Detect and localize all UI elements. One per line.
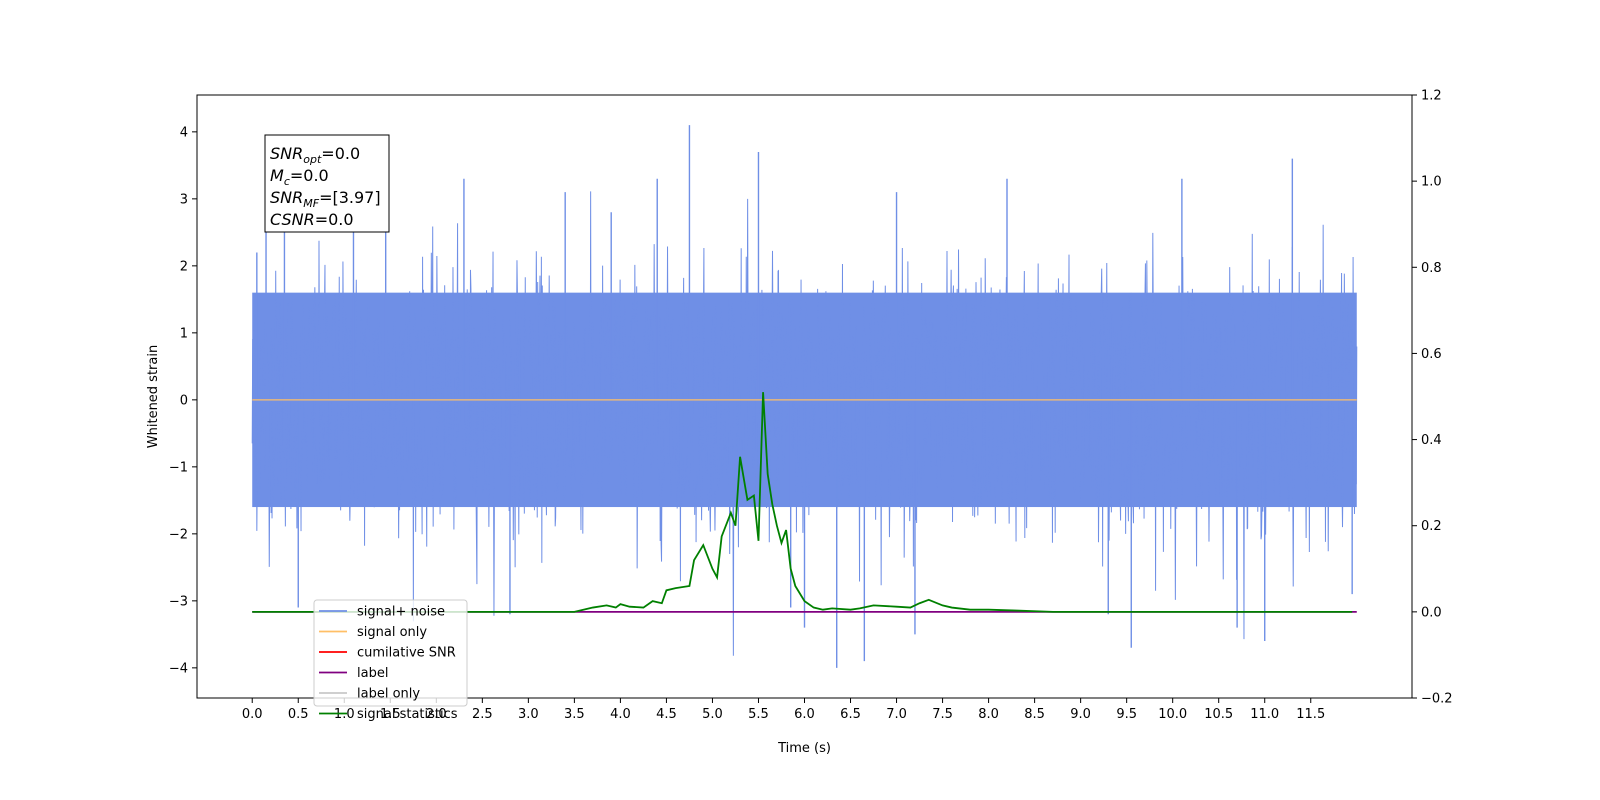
- legend: signal+ noise signal only cumilative SNR la…: [313, 599, 468, 722]
- x-tick-label: 6.5: [840, 707, 861, 722]
- signal-noise-layer: [251, 125, 1358, 668]
- y-tick-label: −4: [169, 661, 188, 676]
- x-tick-label: 7.0: [886, 707, 907, 722]
- y-tick-label: −3: [169, 594, 188, 609]
- annotation-line: Mc=0.0: [270, 166, 329, 188]
- legend-label: label: [357, 666, 388, 681]
- y2-tick-label: 0.2: [1421, 519, 1442, 534]
- x-tick-label: 3.5: [564, 707, 585, 722]
- x-tick-label: 6.0: [794, 707, 815, 722]
- x-tick-label: 5.5: [748, 707, 769, 722]
- y2-tick-label: 1.2: [1421, 89, 1442, 104]
- legend-label: cumilative SNR: [357, 646, 456, 661]
- x-tick-label: 7.5: [932, 707, 953, 722]
- x-tick-label: 1.0: [334, 707, 355, 722]
- x-tick-label: 8.5: [1024, 707, 1045, 722]
- x-tick-label: 10.5: [1204, 707, 1233, 722]
- legend-label: label only: [357, 687, 420, 702]
- x-tick-label: 10.0: [1158, 707, 1187, 722]
- y-tick-label: 3: [180, 192, 188, 207]
- annotation-line: CSNR=0.0: [270, 210, 354, 229]
- x-tick-label: 2.5: [472, 707, 493, 722]
- legend-label: signal+ noise: [357, 605, 445, 620]
- annotation-line: SNRMF=[3.97]: [270, 188, 381, 210]
- x-tick-label: 4.0: [610, 707, 631, 722]
- legend-frame: [313, 599, 468, 707]
- y-tick-label: −2: [169, 527, 188, 542]
- x-tick-label: 11.5: [1296, 707, 1325, 722]
- x-tick-label: 5.0: [702, 707, 723, 722]
- x-tick-label: 2.0: [426, 707, 447, 722]
- series-line-signal-statistics: [252, 392, 1353, 613]
- y2-tick-label: 1.0: [1421, 175, 1442, 190]
- annotation-line: SNRopt=0.0: [270, 144, 360, 166]
- y-axis-title: Whitened strain: [146, 345, 161, 448]
- y2-tick-label: 0.4: [1421, 433, 1442, 448]
- x-tick-label: 0.0: [242, 707, 263, 722]
- annotation-frame: [264, 134, 390, 233]
- legend-label: signal statistics: [357, 707, 458, 722]
- x-tick-label: 3.0: [518, 707, 539, 722]
- y-tick-label: 4: [180, 125, 188, 140]
- x-tick-label: 1.5: [380, 707, 401, 722]
- x-tick-label: 8.0: [978, 707, 999, 722]
- y-tick-label: 0: [180, 393, 188, 408]
- y-axis-right: 1.2 1.0 0.8 0.6 0.4 0.2 0.0 −0.2: [1412, 89, 1453, 707]
- y2-tick-label: −0.2: [1421, 692, 1453, 707]
- x-tick-label: 9.5: [1116, 707, 1137, 722]
- y-axis-left: 4 3 2 1 0 −1 −2 −3 −4: [169, 125, 197, 676]
- legend-label: signal only: [357, 625, 427, 640]
- y-tick-label: 1: [180, 326, 188, 341]
- x-axis: 0.0 0.5 1.0 1.5 2.0 2.5 3.0 3.5 4.0 4.5 5.0 5.5 6.0 6…: [242, 698, 1325, 722]
- x-tick-label: 0.5: [288, 707, 309, 722]
- y-tick-label: −1: [169, 460, 188, 475]
- x-tick-label: 4.5: [656, 707, 677, 722]
- y2-tick-label: 0.8: [1421, 261, 1442, 276]
- y-tick-label: 2: [180, 259, 188, 274]
- y2-tick-label: 0.6: [1421, 347, 1442, 362]
- y2-tick-label: 0.0: [1421, 605, 1442, 620]
- x-tick-label: 11.0: [1250, 707, 1279, 722]
- x-tick-label: 9.0: [1070, 707, 1091, 722]
- x-axis-title: Time (s): [777, 741, 831, 756]
